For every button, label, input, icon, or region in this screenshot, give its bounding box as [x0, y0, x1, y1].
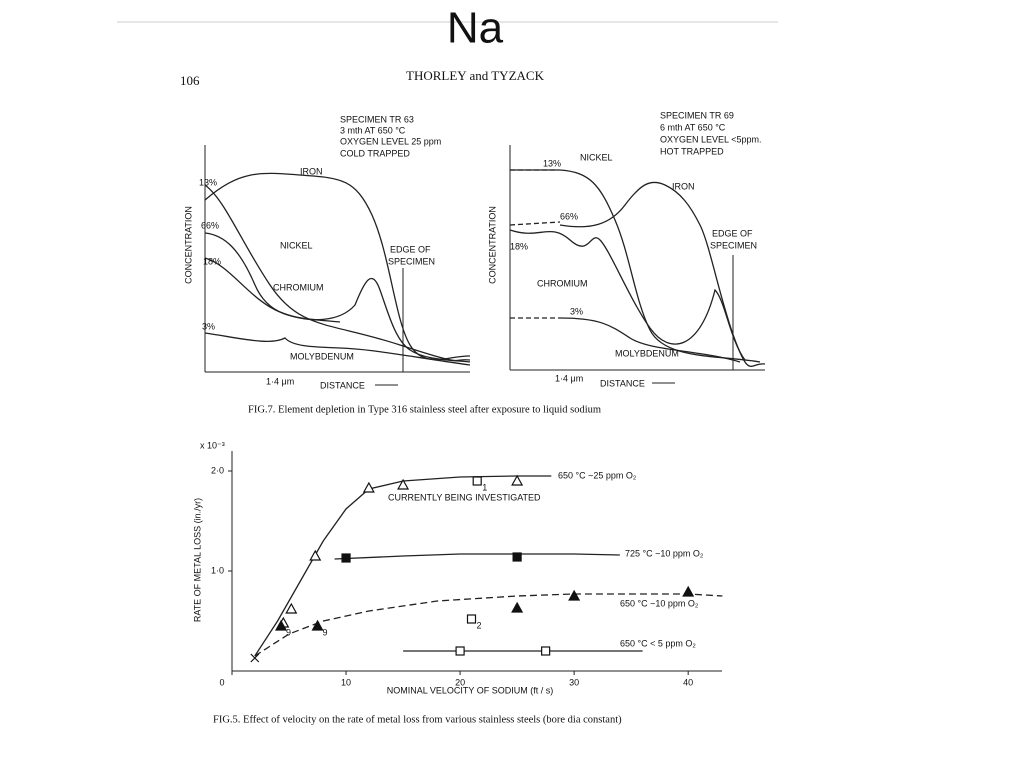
y-label: RATE OF METAL LOSS (in./yr)	[192, 498, 202, 622]
label: 66%	[201, 220, 219, 230]
curve-label: 650 °C ~10 ppm O₂	[620, 598, 699, 608]
marker	[511, 601, 524, 613]
annotation: CURRENTLY BEING INVESTIGATED	[388, 492, 541, 502]
nickel-curve	[510, 169, 761, 363]
curve	[254, 475, 552, 657]
label: CHROMIUM	[273, 282, 324, 292]
point-label: 2	[477, 620, 482, 630]
label: 13%	[199, 177, 217, 187]
fig5: RATE OF METAL LOSS (in./yr) x 10⁻³ NOMIN…	[192, 440, 723, 725]
label: 13%	[543, 158, 561, 168]
marker	[472, 476, 482, 486]
curve	[334, 553, 620, 560]
x-label: DISTANCE	[320, 380, 365, 390]
label: CHROMIUM	[537, 278, 588, 288]
marker	[512, 552, 522, 562]
y-multiplier: x 10⁻³	[200, 440, 225, 450]
x-tick-label: 30	[569, 677, 579, 687]
specimen: OXYGEN LEVEL <5ppm.	[660, 134, 761, 144]
label: 3%	[202, 321, 215, 331]
marker	[397, 478, 410, 490]
x-tick-label: 10	[341, 677, 351, 687]
point-label: 9	[323, 627, 328, 637]
running-head: THORLEY and TYZACK	[406, 68, 545, 83]
x-tick-label: 20	[455, 677, 465, 687]
specimen: 3 mth AT 650 °C	[340, 125, 406, 135]
marker	[682, 585, 695, 597]
label: EDGE OF	[712, 228, 753, 238]
specimen: SPECIMEN TR 63	[340, 114, 414, 124]
marker	[309, 549, 322, 561]
y-tick-label: 2·0	[211, 465, 224, 475]
curve-label: 650 °C < 5 ppm O₂	[620, 638, 696, 648]
caption: FIG.5. Effect of velocity on the rate of…	[213, 714, 622, 725]
curve	[254, 593, 723, 657]
marker	[311, 619, 324, 631]
chromium-curve	[509, 229, 746, 361]
scale: 1·4 μm	[555, 373, 583, 383]
curve-label: 725 °C ~10 ppm O₂	[625, 548, 704, 558]
y-label: CONCENTRATION	[183, 206, 193, 284]
marker	[541, 646, 551, 656]
curve-label: 650 °C ~25 ppm O₂	[558, 470, 637, 480]
specimen: OXYGEN LEVEL 25 ppm	[340, 136, 441, 146]
specimen: SPECIMEN TR 69	[660, 110, 734, 120]
label: EDGE OF	[390, 244, 431, 254]
marker	[285, 602, 298, 614]
x-label: DISTANCE	[600, 378, 645, 388]
specimen: 6 mth AT 650 °C	[660, 122, 726, 132]
curve-66	[204, 232, 341, 323]
label: SPECIMEN	[388, 256, 435, 266]
fig7-panel-1: 13% 66% 18% 3% IRON NICKEL CHROMIUM MOLY…	[183, 114, 471, 390]
label: MOLYBDENUM	[290, 351, 354, 361]
label: MOLYBDENUM	[615, 348, 679, 358]
molybdenum-curve	[204, 332, 471, 366]
x-tick-label: 0	[219, 677, 224, 687]
label: 3%	[570, 306, 583, 316]
molybdenum-curve	[559, 317, 741, 363]
label: IRON	[300, 166, 323, 176]
iron-curve	[204, 172, 471, 361]
x-label: NOMINAL VELOCITY OF SODIUM (ft / s)	[387, 685, 554, 695]
label: 18%	[510, 241, 528, 251]
caption: FIG.7. Element depletion in Type 316 sta…	[248, 404, 601, 415]
y-tick-label: 1·0	[211, 565, 224, 575]
nickel-curve	[204, 184, 471, 362]
marker	[511, 474, 524, 486]
chromium-curve	[204, 257, 471, 363]
marker	[455, 646, 465, 656]
label: NICKEL	[580, 152, 613, 162]
point-label: 9	[286, 627, 291, 637]
label: NICKEL	[280, 240, 313, 250]
scale: 1·4 μm	[266, 376, 294, 386]
marker	[568, 589, 581, 601]
marker	[341, 553, 351, 563]
marker	[275, 619, 288, 631]
specimen: COLD TRAPPED	[340, 148, 410, 158]
marker	[250, 653, 260, 663]
y-label: CONCENTRATION	[487, 206, 497, 284]
slide-title: Na	[447, 4, 504, 53]
marker	[466, 614, 477, 624]
marker	[362, 481, 375, 493]
dash	[509, 221, 561, 226]
page-number: 106	[180, 73, 200, 88]
specimen: HOT TRAPPED	[660, 146, 724, 156]
x-tick-label: 40	[683, 677, 693, 687]
label: 66%	[560, 211, 578, 221]
fig7-panel-2: 13% 66% 18% 3% IRON NICKEL CHROMIUM MOLY…	[487, 110, 766, 388]
label: SPECIMEN	[710, 240, 757, 250]
label: IRON	[672, 181, 695, 191]
label: 18%	[203, 256, 221, 266]
point-label: 1	[482, 482, 487, 492]
